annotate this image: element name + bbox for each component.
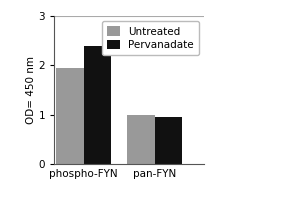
Bar <box>127 115 155 164</box>
Y-axis label: OD= 450 nm: OD= 450 nm <box>26 56 36 124</box>
Bar <box>56 68 84 164</box>
Bar <box>84 46 111 164</box>
Legend: Untreated, Pervanadate: Untreated, Pervanadate <box>102 21 199 55</box>
Bar <box>155 117 182 164</box>
